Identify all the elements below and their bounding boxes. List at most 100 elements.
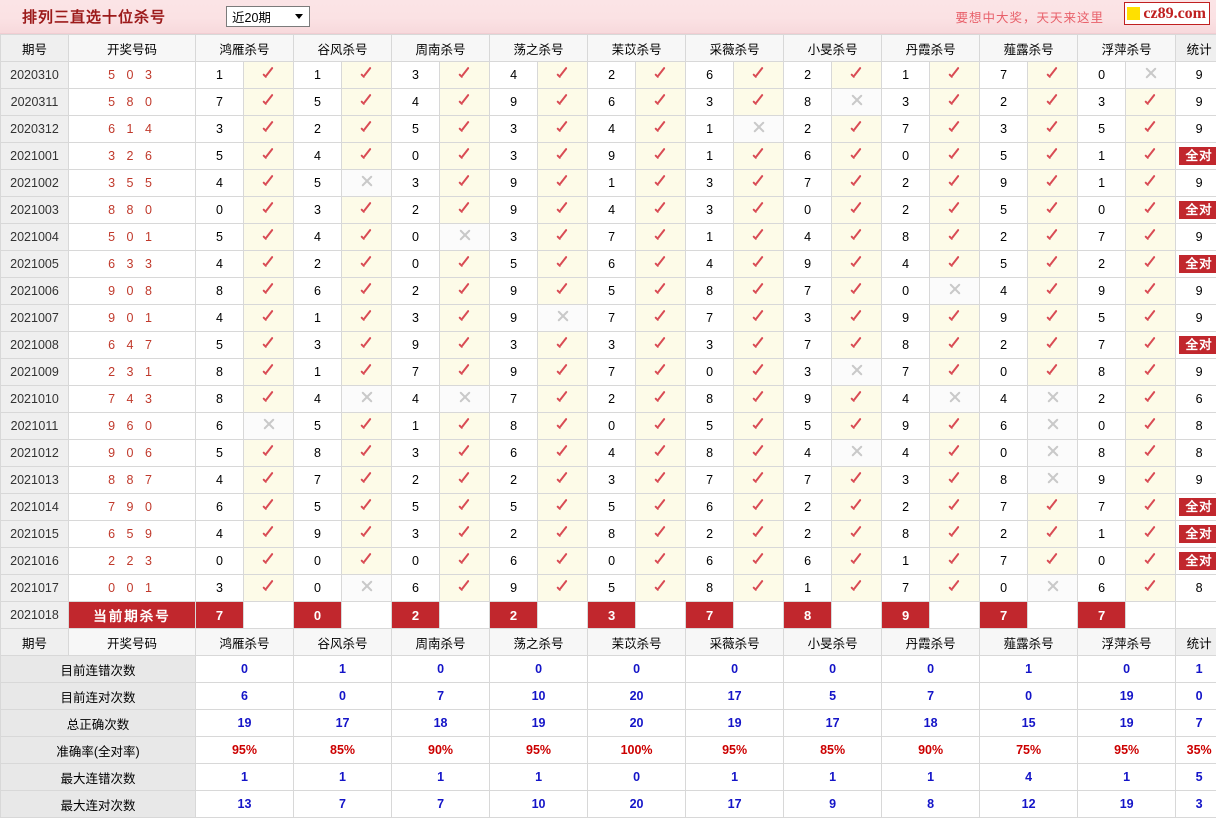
cell-period: 2020311 [1,89,69,116]
stats-row-value: 1 [392,764,490,791]
cell-kill-number: 7 [294,467,342,494]
stats-row-value: 1 [1078,764,1176,791]
cell-kill-number: 3 [196,575,244,602]
check-icon [457,444,472,459]
stats-row-value: 8 [882,791,980,818]
cell-row-stat: 9 [1176,305,1216,332]
cell-wrong-mark [342,575,392,602]
cell-kill-number: 4 [784,440,832,467]
cell-current-kill-number: 2 [392,602,440,629]
check-icon [1143,579,1158,594]
cell-kill-number: 9 [490,575,538,602]
cell-kill-number: 5 [294,494,342,521]
cell-kill-number: 9 [490,170,538,197]
cell-kill-number: 0 [588,548,636,575]
stats-row-value: 0 [980,683,1078,710]
column-header-expert-10: 浮萍杀号 [1078,629,1176,656]
stats-row-value: 85% [784,737,882,764]
column-header-expert-7: 小旻杀号 [784,629,882,656]
cell-kill-number: 1 [686,143,734,170]
cell-period: 2021003 [1,197,69,224]
status-badge-all-correct: 全对 [1179,525,1216,543]
cell-kill-number: 2 [588,386,636,413]
cell-kill-number: 2 [784,62,832,89]
cell-draw-number: 6 1 4 [69,116,196,143]
check-icon [1143,309,1158,324]
cell-correct-mark [930,89,980,116]
cell-kill-number: 5 [980,251,1028,278]
cross-icon [457,228,472,243]
check-icon [1143,417,1158,432]
stats-row-value: 1 [294,764,392,791]
stats-row-value: 0 [686,656,784,683]
cell-kill-number: 9 [294,521,342,548]
cell-correct-mark [930,359,980,386]
check-icon [849,336,864,351]
check-icon [947,336,962,351]
cell-kill-number: 2 [882,170,930,197]
stats-row-value: 19 [1078,683,1176,710]
cell-correct-mark [1126,89,1176,116]
cell-correct-mark [440,305,490,332]
check-icon [653,471,668,486]
column-header-expert-6: 采薇杀号 [686,35,784,62]
cell-correct-mark [1028,332,1078,359]
cell-kill-number: 3 [686,89,734,116]
check-icon [1143,228,1158,243]
cross-icon [359,174,374,189]
cell-correct-mark [244,143,294,170]
check-icon [947,309,962,324]
cell-current-mark-placeholder [244,602,294,629]
cell-kill-number: 3 [882,89,930,116]
cell-correct-mark [636,278,686,305]
cell-correct-mark [734,251,784,278]
cell-kill-number: 3 [392,170,440,197]
check-icon [653,147,668,162]
cell-draw-number: 5 0 3 [69,62,196,89]
cell-kill-number: 3 [490,143,538,170]
stats-row-value: 7 [392,683,490,710]
cell-kill-number: 3 [490,116,538,143]
cell-current-mark-placeholder [1126,602,1176,629]
cell-correct-mark [342,278,392,305]
cell-kill-number: 0 [392,548,440,575]
stats-row-value: 9 [784,791,882,818]
cell-correct-mark [440,548,490,575]
cell-correct-mark [636,467,686,494]
cell-row-stat: 8 [1176,575,1216,602]
column-header-period: 期号 [1,35,69,62]
stats-row-value: 19 [686,710,784,737]
cell-correct-mark [636,116,686,143]
cell-correct-mark [440,494,490,521]
cell-correct-mark [244,305,294,332]
cell-correct-mark [244,197,294,224]
cell-kill-number: 7 [882,359,930,386]
cell-correct-mark [244,521,294,548]
cell-correct-mark [342,440,392,467]
cell-correct-mark [734,278,784,305]
cell-kill-number: 1 [588,170,636,197]
period-range-select[interactable]: 近20期 [226,6,310,27]
check-icon [1143,147,1158,162]
cell-kill-number: 5 [588,575,636,602]
cell-correct-mark [1126,575,1176,602]
site-logo[interactable]: cz89.com [1124,2,1210,25]
cell-draw-number: 3 2 6 [69,143,196,170]
cell-correct-mark [440,251,490,278]
cell-kill-number: 2 [686,521,734,548]
cell-kill-number: 2 [882,494,930,521]
cell-draw-number: 9 0 6 [69,440,196,467]
check-icon [1045,228,1060,243]
cell-correct-mark [636,575,686,602]
stats-row-label: 目前连对次数 [1,683,196,710]
cell-correct-mark [636,170,686,197]
banner-slogan: 要想中大奖，天天来这里 [955,7,1104,26]
cell-kill-number: 5 [196,440,244,467]
check-icon [261,363,276,378]
check-icon [359,336,374,351]
cell-kill-number: 0 [196,197,244,224]
